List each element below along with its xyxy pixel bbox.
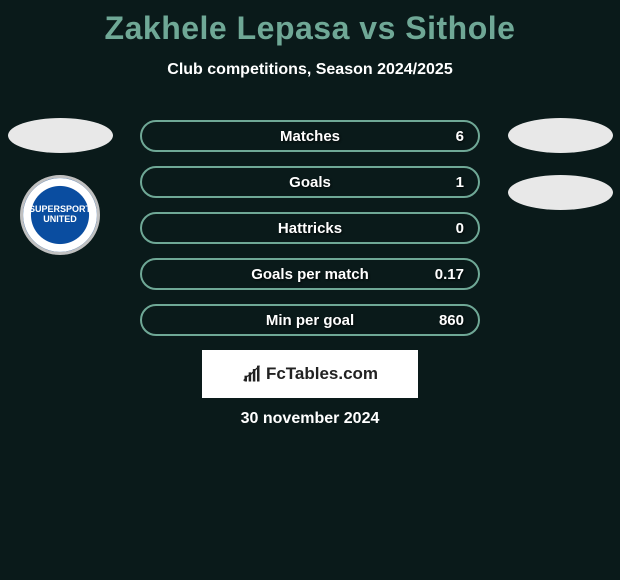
brand-text: FcTables.com	[266, 364, 378, 384]
stat-row-goals: Goals 1	[140, 166, 480, 198]
right-column	[505, 118, 615, 210]
stat-row-goals-per-match: Goals per match 0.17	[140, 258, 480, 290]
stat-row-matches: Matches 6	[140, 120, 480, 152]
left-column: SUPERSPORT UNITED	[5, 118, 115, 255]
player-photo-placeholder	[508, 118, 613, 153]
stat-row-hattricks: Hattricks 0	[140, 212, 480, 244]
stat-label: Hattricks	[278, 220, 342, 237]
stat-label: Goals per match	[251, 266, 369, 283]
page-title: Zakhele Lepasa vs Sithole	[0, 0, 620, 47]
stat-value: 0	[456, 220, 464, 237]
player-photo-placeholder	[8, 118, 113, 153]
club-badge-placeholder	[508, 175, 613, 210]
stat-value: 860	[439, 312, 464, 329]
bar-chart-icon	[242, 364, 262, 384]
date-label: 30 november 2024	[241, 410, 380, 428]
stat-label: Matches	[280, 128, 340, 145]
subtitle: Club competitions, Season 2024/2025	[0, 61, 620, 79]
stat-row-min-per-goal: Min per goal 860	[140, 304, 480, 336]
club-badge-supersport: SUPERSPORT UNITED	[20, 175, 100, 255]
brand-logo: FcTables.com	[202, 350, 418, 398]
stats-container: Matches 6 Goals 1 Hattricks 0 Goals per …	[140, 120, 480, 336]
stat-value: 6	[456, 128, 464, 145]
stat-value: 0.17	[435, 266, 464, 283]
stat-label: Goals	[289, 174, 331, 191]
stat-label: Min per goal	[266, 312, 354, 329]
stat-value: 1	[456, 174, 464, 191]
club-badge-text: SUPERSPORT UNITED	[23, 205, 97, 225]
